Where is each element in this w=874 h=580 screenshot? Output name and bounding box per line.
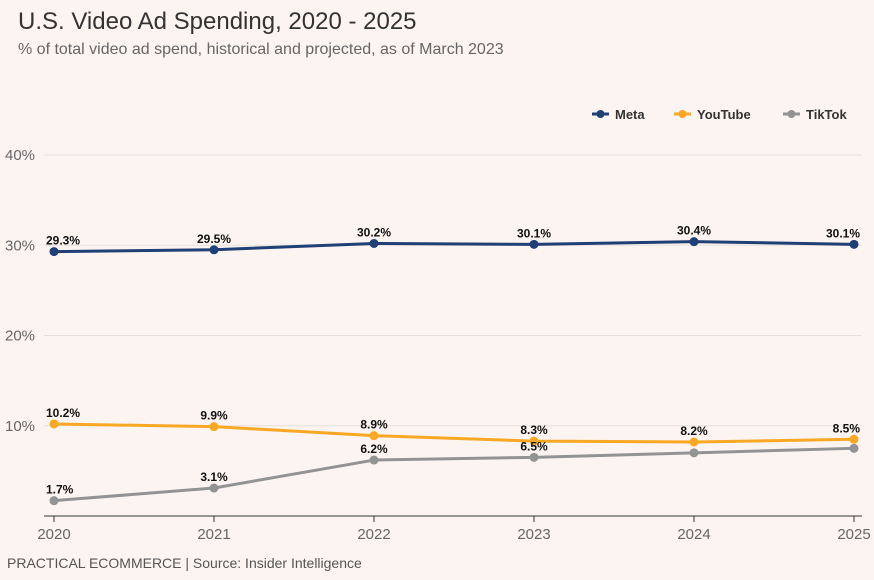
legend-item-tiktok[interactable]: TikTok: [806, 107, 847, 122]
x-tick-label: 2021: [197, 526, 230, 543]
data-label-tiktok: 3.1%: [200, 470, 228, 484]
x-tick-label: 2022: [357, 526, 390, 543]
data-point-youtube[interactable]: [689, 437, 699, 447]
data-label-tiktok: 1.7%: [46, 483, 74, 497]
data-label-meta: 30.2%: [357, 225, 391, 239]
data-label-tiktok: 6.2%: [360, 442, 388, 456]
data-point-meta[interactable]: [529, 239, 539, 249]
grid-lines: 10% 20% 30% 40%: [5, 147, 862, 435]
data-label-meta: 30.4%: [677, 224, 711, 238]
data-labels: 29.3% 29.5% 30.2% 30.1% 30.4% 30.1% 10.2% 9.9% 8…: [46, 224, 860, 497]
legend-marker-meta: [596, 110, 605, 118]
source-note: PRACTICAL ECOMMERCE | Source: Insider In…: [7, 555, 362, 571]
x-axis: 2020 2021 2022 2023 2024 2025: [37, 515, 871, 543]
series-line-tiktok: [52, 446, 856, 503]
data-point-meta[interactable]: [369, 238, 379, 248]
data-point-meta[interactable]: [49, 247, 59, 257]
x-tick-label: 2025: [837, 526, 870, 543]
data-point-tiktok[interactable]: [689, 448, 699, 458]
data-point-tiktok[interactable]: [529, 452, 539, 462]
series-lines: [49, 237, 859, 506]
legend-marker-tiktok: [787, 110, 796, 118]
data-point-tiktok[interactable]: [849, 443, 859, 453]
data-label-meta: 29.3%: [46, 234, 80, 248]
legend: Meta YouTube TikTok: [592, 107, 847, 122]
data-label-youtube: 8.9%: [360, 418, 388, 432]
legend-item-meta[interactable]: Meta: [615, 107, 645, 122]
data-label-youtube: 8.3%: [520, 423, 548, 437]
chart-subtitle: % of total video ad spend, historical an…: [18, 41, 504, 58]
series-line-youtube: [52, 422, 856, 444]
data-label-tiktok: 6.5%: [520, 439, 548, 453]
data-point-youtube[interactable]: [529, 436, 539, 446]
data-label-meta: 29.5%: [197, 232, 231, 246]
y-tick-label: 30%: [5, 237, 35, 254]
legend-item-youtube[interactable]: YouTube: [697, 107, 751, 122]
x-tick-label: 2024: [677, 526, 710, 543]
data-point-meta[interactable]: [209, 245, 219, 255]
data-point-tiktok[interactable]: [49, 496, 59, 506]
data-label-meta: 30.1%: [517, 226, 551, 240]
data-point-meta[interactable]: [689, 237, 699, 247]
y-tick-label: 20%: [5, 328, 35, 345]
data-label-youtube: 8.2%: [680, 424, 708, 438]
y-tick-label: 40%: [5, 147, 35, 164]
data-point-tiktok[interactable]: [209, 483, 219, 493]
data-point-youtube[interactable]: [209, 422, 219, 432]
chart-title: U.S. Video Ad Spending, 2020 - 2025: [18, 8, 417, 35]
data-point-youtube[interactable]: [49, 419, 59, 429]
data-point-youtube[interactable]: [849, 434, 859, 444]
data-label-youtube: 10.2%: [46, 406, 80, 420]
x-tick-label: 2023: [517, 526, 550, 543]
data-label-youtube: 9.9%: [200, 409, 228, 423]
data-point-tiktok[interactable]: [369, 455, 379, 465]
data-label-youtube: 8.5%: [833, 421, 861, 435]
data-label-meta: 30.1%: [826, 226, 860, 240]
series-line-meta: [52, 240, 856, 254]
legend-marker-youtube: [678, 110, 687, 118]
data-point-meta[interactable]: [849, 239, 859, 249]
y-tick-label: 10%: [5, 418, 35, 435]
x-tick-label: 2020: [37, 526, 70, 543]
data-point-youtube[interactable]: [369, 431, 379, 441]
